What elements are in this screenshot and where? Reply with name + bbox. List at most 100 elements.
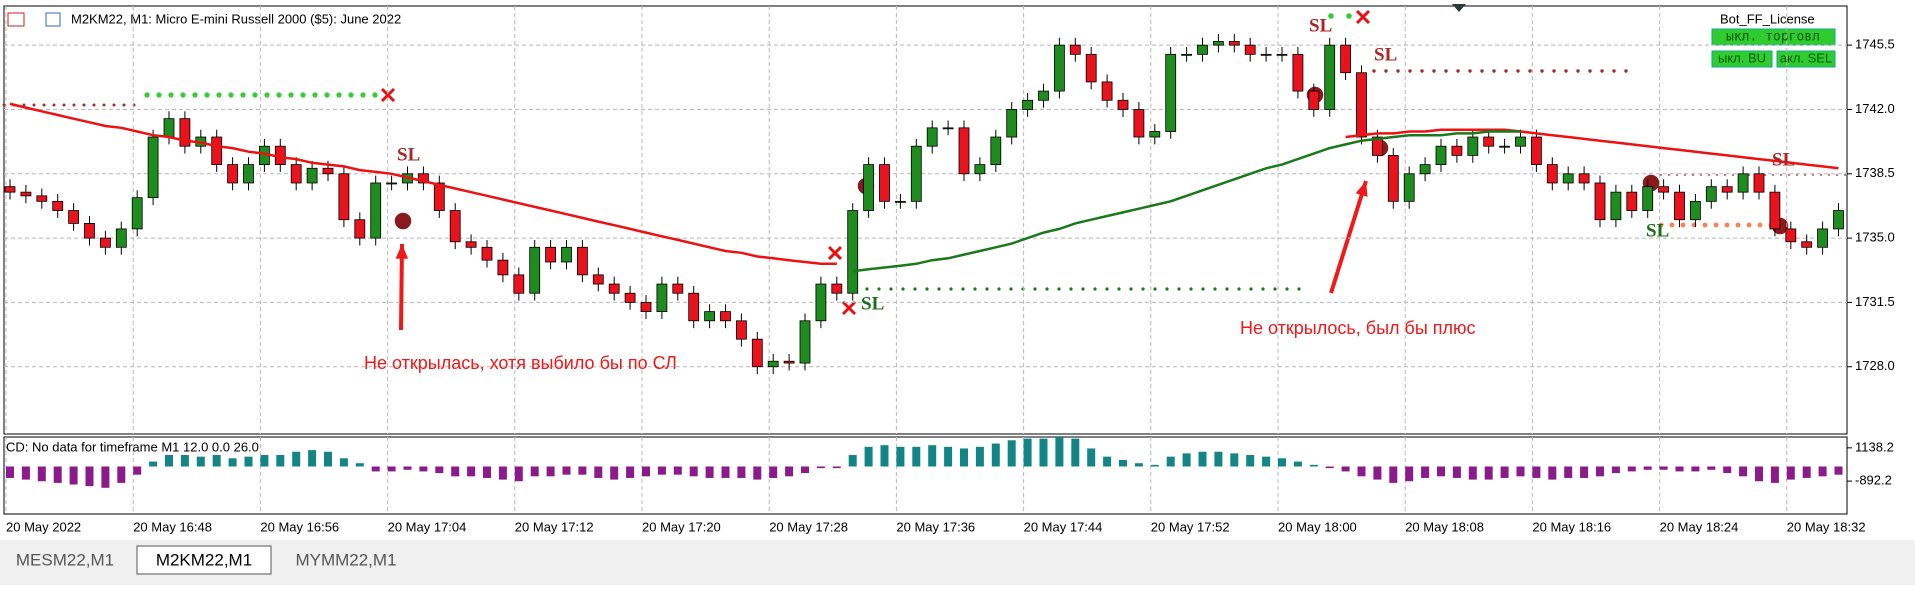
- y-tick-label: 1738.5: [1855, 165, 1895, 180]
- histogram-bar: [594, 466, 603, 478]
- tab[interactable]: [0, 546, 130, 574]
- level-dot: [348, 92, 354, 98]
- candle-body: [1038, 90, 1049, 101]
- histogram-bar: [117, 466, 126, 483]
- level-dot: [1669, 222, 1675, 228]
- level-dot: [1716, 174, 1718, 176]
- candle-body: [513, 274, 525, 294]
- level-dot: [1432, 69, 1436, 73]
- x-tick-label: 20 May 17:20: [642, 519, 721, 534]
- candle-body: [799, 320, 811, 364]
- histogram-bar: [1150, 464, 1159, 467]
- chart-icon[interactable]: [45, 12, 61, 27]
- level-dot: [1213, 287, 1217, 291]
- level-dot: [1141, 287, 1145, 291]
- candle-body: [1578, 173, 1590, 184]
- level-dot: [1724, 174, 1726, 176]
- histogram-bar: [1103, 456, 1112, 467]
- candle-body: [672, 283, 684, 294]
- level-dot: [949, 287, 953, 291]
- level-dot: [1828, 174, 1830, 176]
- level-dot: [1732, 174, 1734, 176]
- candle-body: [1133, 109, 1145, 138]
- histogram-bar: [1484, 466, 1493, 480]
- candle-body: [1451, 145, 1463, 156]
- level-dot: [1468, 69, 1472, 73]
- candle-body: [20, 191, 32, 197]
- level-dot: [961, 287, 965, 291]
- level-dot: [1746, 222, 1752, 228]
- histogram-bar: [1627, 466, 1636, 472]
- candle-body: [592, 274, 604, 285]
- histogram-bar: [371, 466, 380, 472]
- candle-body: [529, 246, 541, 294]
- button[interactable]: [1776, 50, 1836, 68]
- level-dot: [72, 103, 76, 107]
- histogram-bar: [944, 446, 953, 467]
- level-dot: [1177, 287, 1181, 291]
- level-dot: [1045, 287, 1049, 291]
- candle-body: [1260, 53, 1272, 56]
- histogram-bar: [1182, 453, 1191, 467]
- level-dot: [288, 92, 294, 98]
- histogram-bar: [642, 466, 650, 477]
- level-dot: [32, 103, 36, 107]
- histogram-bar: [1770, 466, 1779, 483]
- button[interactable]: [1711, 50, 1773, 68]
- level-dot: [1612, 69, 1616, 73]
- level-dot: [1540, 69, 1544, 73]
- histogram-bar: [1723, 466, 1732, 474]
- histogram-bar: [1786, 466, 1795, 480]
- candle-body: [1372, 136, 1383, 156]
- candle-body: [831, 283, 843, 294]
- histogram-bar: [1007, 440, 1016, 467]
- level-dot: [1700, 174, 1702, 176]
- candle-body: [895, 200, 906, 203]
- button[interactable]: [1711, 28, 1836, 46]
- tab[interactable]: [136, 545, 272, 575]
- level-dot: [1249, 287, 1253, 291]
- candle-body: [1340, 44, 1351, 74]
- panel-title: Bot_FF_License: [1720, 11, 1815, 26]
- histogram-bar: [37, 466, 46, 482]
- level-dot: [1480, 69, 1484, 73]
- candle-body: [910, 145, 922, 202]
- level-dot: [1225, 287, 1229, 291]
- histogram-bar: [848, 455, 857, 467]
- candle-body: [926, 127, 938, 147]
- level-dot: [1624, 69, 1628, 73]
- menu-icon[interactable]: [7, 12, 25, 27]
- level-dot: [240, 92, 246, 98]
- histogram-bar: [1389, 466, 1398, 483]
- candle-body: [4, 186, 16, 193]
- histogram-bar: [1055, 437, 1064, 467]
- level-dot: [1444, 69, 1448, 73]
- histogram-bar: [483, 466, 491, 478]
- histogram-bar: [1325, 466, 1334, 469]
- candle-body: [1483, 136, 1495, 147]
- level-dot: [192, 92, 198, 98]
- candle-body: [1197, 44, 1208, 55]
- candle-body: [1356, 72, 1367, 138]
- level-dot: [52, 103, 56, 107]
- level-dot: [1081, 287, 1085, 291]
- candle-body: [338, 173, 350, 221]
- level-dot: [1668, 174, 1670, 176]
- tab[interactable]: [281, 546, 411, 574]
- histogram-bar: [626, 466, 635, 478]
- level-dot: [1237, 287, 1241, 291]
- x-tick-label: 20 May 17:44: [1024, 519, 1103, 534]
- candle-body: [465, 241, 477, 248]
- level-dot: [1165, 287, 1169, 291]
- candle-body: [1690, 200, 1701, 221]
- candle-body: [1515, 136, 1526, 147]
- level-dot: [1692, 174, 1694, 176]
- candle-body: [100, 237, 111, 248]
- histogram-bar: [292, 451, 301, 467]
- level-dot: [1273, 287, 1277, 291]
- candle-body: [179, 118, 191, 147]
- note: Не открылось, был бы плюс: [1240, 318, 1476, 338]
- histogram-bar: [1293, 461, 1302, 467]
- x-tick-label: 20 May 17:52: [1151, 519, 1230, 534]
